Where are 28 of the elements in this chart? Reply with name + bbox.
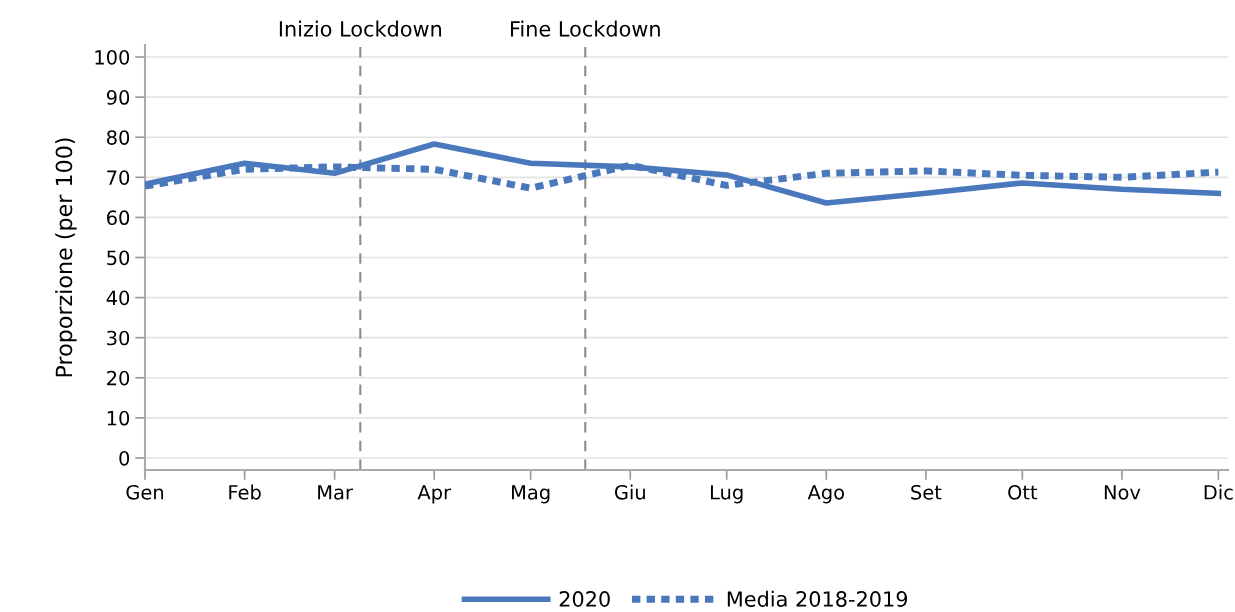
legend-label: Media 2018-2019 xyxy=(727,590,908,607)
x-tick-label: Lug xyxy=(711,485,743,504)
y-tick-label: 60 xyxy=(107,210,130,226)
x-tick-label: Nov xyxy=(1104,485,1141,500)
x-tick-label: Feb xyxy=(229,484,261,500)
y-tick-label: 30 xyxy=(107,330,130,346)
y-tick-label: 80 xyxy=(106,130,130,145)
y-tick-label: 70 xyxy=(107,170,130,185)
y-tick-label: 90 xyxy=(106,90,130,105)
x-tick-label: Mag xyxy=(512,485,550,504)
x-tick-label: Ott xyxy=(1008,484,1038,500)
x-tick-label: Dic xyxy=(1204,484,1233,500)
y-tick-label: 40 xyxy=(106,290,130,306)
y-tick-label: 100 xyxy=(95,49,130,65)
ref-line-label: Fine Lockdown xyxy=(511,20,660,37)
y-tick-label: 50 xyxy=(107,250,130,266)
x-tick-label: Mar xyxy=(318,485,353,500)
x-tick-label: Ago xyxy=(807,485,844,504)
x-tick-label: Giu xyxy=(614,484,645,500)
y-tick-label: 20 xyxy=(107,370,130,386)
x-tick-label: Set xyxy=(911,484,942,500)
x-tick-label: Gen xyxy=(126,484,164,500)
y-tick-label: 10 xyxy=(107,410,130,426)
ref-line-label: Inizio Lockdown xyxy=(279,20,442,37)
y-axis-title: Proporzione (per 100) xyxy=(55,138,77,377)
x-tick-label: Apr xyxy=(417,485,452,504)
y-tick-label: 0 xyxy=(119,450,130,466)
legend-label: 2020 xyxy=(559,591,610,607)
